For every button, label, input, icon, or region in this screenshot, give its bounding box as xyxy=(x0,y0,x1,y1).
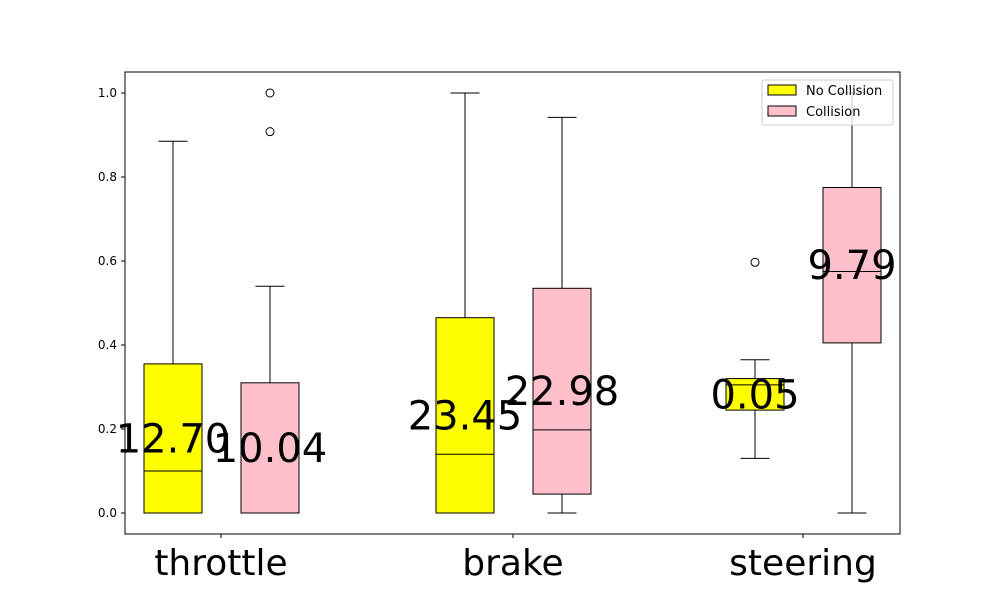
x-tick-label-brake: brake xyxy=(462,543,563,584)
y-axis: 0.0 0.2 0.4 0.6 0.8 1.0 xyxy=(98,86,125,520)
outlier-point-collision-throttle xyxy=(265,127,275,137)
box-label-no-collision-brake: 23.45 xyxy=(408,393,523,439)
x-tick-label-throttle: throttle xyxy=(154,543,287,584)
boxes-layer xyxy=(143,88,882,514)
box-body-collision-brake xyxy=(532,287,592,495)
legend-swatch-no-collision xyxy=(767,84,797,96)
y-tick-label: 0.0 xyxy=(98,506,117,520)
y-tick-label: 0.6 xyxy=(98,254,117,268)
box-label-collision-brake: 22.98 xyxy=(505,369,620,415)
legend-swatch-collision xyxy=(767,105,797,117)
legend-label-collision: Collision xyxy=(806,105,860,120)
box-label-collision-steering: 9.79 xyxy=(807,243,896,289)
y-tick-label: 0.8 xyxy=(98,170,117,184)
outlier-point-collision-throttle xyxy=(265,88,275,98)
box-body-collision-throttle xyxy=(240,382,300,514)
box-labels-layer: 12.70 23.45 0.05 10.04 22.98 9.79 xyxy=(116,243,897,472)
box-body-collision-steering xyxy=(822,187,882,344)
box-no-collision-throttle xyxy=(143,140,203,514)
box-no-collision-brake xyxy=(435,92,495,514)
box-body-no-collision-throttle xyxy=(143,363,203,514)
box-label-no-collision-throttle: 12.70 xyxy=(116,416,231,462)
box-collision-steering xyxy=(822,92,882,514)
x-tick-label-steering: steering xyxy=(729,543,877,584)
y-tick-label: 0.4 xyxy=(98,338,117,352)
y-tick-label: 1.0 xyxy=(98,86,117,100)
box-label-no-collision-steering: 0.05 xyxy=(710,372,799,418)
y-tick-label: 0.2 xyxy=(98,422,117,436)
box-collision-throttle xyxy=(240,88,300,514)
legend-label-no-collision: No Collision xyxy=(806,84,882,99)
legend: No Collision Collision xyxy=(761,79,894,126)
x-axis: throttle brake steering xyxy=(154,534,877,584)
box-no-collision-steering xyxy=(725,257,785,459)
box-body-no-collision-steering xyxy=(725,378,785,411)
outlier-point-no-collision-steering xyxy=(750,257,760,267)
box-collision-brake xyxy=(532,116,592,514)
box-body-no-collision-brake xyxy=(435,317,495,514)
box-label-collision-throttle: 10.04 xyxy=(213,426,328,472)
